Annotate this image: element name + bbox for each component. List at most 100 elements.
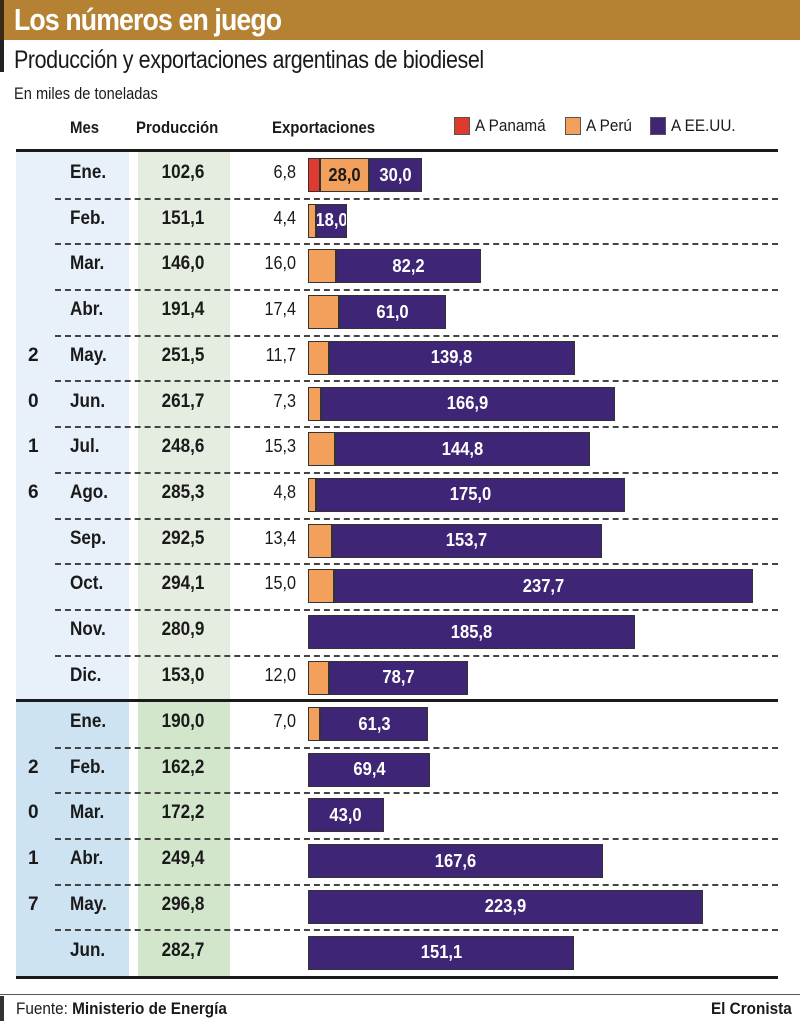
legend-swatch-panama — [454, 117, 470, 135]
exports-panama-peru-value: 4,4 — [273, 207, 296, 228]
bar-segment-usa: 237,7 — [334, 569, 754, 604]
column-header-mes: Mes — [70, 118, 100, 137]
year-digit: 2 — [28, 344, 39, 366]
subtitle-edge — [0, 40, 4, 72]
units-label: En miles de toneladas — [14, 84, 158, 103]
year-digit: 7 — [28, 893, 39, 915]
bar-segment-peru — [308, 523, 332, 558]
source-note: Fuente: Ministerio de Energía — [16, 999, 227, 1019]
production-value: 285,3 — [161, 481, 205, 503]
bar-segment-usa-label: 153,7 — [446, 530, 488, 551]
row-divider — [55, 426, 778, 429]
month-label: Sep. — [70, 527, 107, 549]
year-digit: 6 — [28, 481, 39, 503]
bar-segment-usa: 167,6 — [308, 844, 604, 879]
table-row: Ene. 102,6 6,8 28,0 30,0 — [0, 154, 800, 200]
bar-segment-usa: 139,8 — [328, 340, 575, 375]
exports-panama-peru-value: 6,8 — [273, 162, 296, 182]
table-row: 0 Mar. 172,2 43,0 — [0, 794, 800, 841]
exports-panama-peru-value: 13,4 — [264, 527, 296, 548]
table-row: 6 Ago. 285,3 4,8 175,0 — [0, 474, 800, 520]
year-digit: 0 — [28, 390, 39, 412]
year-separator-rule — [16, 699, 778, 702]
production-value: 280,9 — [161, 619, 205, 640]
legend-swatch-peru — [565, 117, 582, 135]
legend-label-panama: A Panamá — [475, 116, 546, 135]
bar-segment-usa: 185,8 — [308, 615, 636, 649]
table-row: 2 May. 251,5 11,7 139,8 — [0, 337, 800, 383]
title-bar: Los números en juego — [0, 0, 800, 40]
production-value: 172,2 — [161, 802, 205, 824]
footer-edge — [0, 996, 4, 1021]
bar-segment-peru — [308, 295, 339, 330]
production-value: 251,5 — [161, 344, 205, 366]
bar-segment-usa-label: 237,7 — [523, 575, 565, 596]
bar-segment-usa: 175,0 — [316, 477, 625, 512]
row-divider — [55, 471, 778, 474]
bar-segment-usa-label: 144,8 — [441, 438, 484, 459]
bar-segment-usa: 151,1 — [308, 935, 575, 970]
table-row: Dic. 153,0 12,0 78,7 — [0, 657, 800, 703]
row-divider — [55, 838, 778, 841]
bar-segment-usa: 78,7 — [329, 660, 468, 695]
source-label: Fuente: — [16, 999, 68, 1018]
month-label: Nov. — [70, 619, 106, 640]
production-value: 151,1 — [161, 207, 205, 229]
legend-swatch-usa — [649, 117, 666, 135]
month-label: Jul. — [70, 436, 100, 458]
bar-segment-usa-label: 18,0 — [315, 210, 348, 231]
bar-segment-peru — [308, 569, 335, 604]
exports-panama-peru-value: 7,3 — [273, 390, 296, 411]
exports-panama-peru-value: 17,4 — [264, 299, 296, 320]
year-digit: 1 — [28, 436, 39, 458]
table-row: Ene. 190,0 7,0 61,3 — [0, 703, 800, 749]
bar-segment-peru — [308, 660, 330, 695]
row-divider — [55, 334, 778, 337]
production-value: 294,1 — [161, 573, 205, 595]
row-divider — [55, 517, 778, 520]
exports-panama-peru-value: 16,0 — [264, 253, 296, 274]
bar-segment-peru — [308, 432, 335, 467]
legend: A Panamá A Perú A EE.UU. — [454, 116, 754, 136]
bar-segment-usa-label: 61,0 — [376, 301, 409, 322]
bar-segment-usa: 61,3 — [320, 707, 429, 741]
month-label: Abr. — [70, 299, 104, 321]
page-title: Los números en juego — [14, 2, 282, 37]
bar-segment-usa-label: 151,1 — [420, 942, 462, 962]
row-divider — [55, 792, 778, 795]
row-divider — [55, 563, 778, 566]
bar-segment-usa-label: 43,0 — [329, 804, 363, 825]
column-header-produccion: Producción — [136, 118, 219, 137]
month-label: Feb. — [70, 207, 106, 229]
production-value: 292,5 — [161, 527, 205, 549]
month-label: Ago. — [70, 481, 108, 503]
footer-rule — [0, 994, 800, 995]
bar-segment-usa: 223,9 — [308, 889, 703, 924]
production-value: 248,6 — [161, 436, 205, 458]
bar-segment-usa-label: 139,8 — [431, 347, 473, 368]
production-value: 146,0 — [161, 253, 205, 275]
production-value: 261,7 — [161, 390, 205, 412]
month-label: Dic. — [70, 664, 102, 686]
month-label: May. — [70, 344, 107, 366]
bar-segment-usa: 61,0 — [338, 295, 447, 330]
month-label: Oct. — [70, 573, 104, 595]
row-divider — [55, 608, 778, 611]
year-2016-mes-column-bg — [16, 152, 129, 699]
month-label: Ene. — [70, 162, 107, 183]
table-row: 1 Jul. 248,6 15,3 144,8 — [0, 428, 800, 474]
bar-segment-usa-label: 185,8 — [450, 621, 493, 642]
table-row: 7 May. 296,8 223,9 — [0, 886, 800, 932]
production-value: 153,0 — [161, 664, 205, 686]
column-header-exportaciones: Exportaciones — [272, 118, 376, 137]
year-digit: 2 — [28, 756, 39, 778]
bar-segment-usa: 144,8 — [334, 432, 591, 467]
row-divider — [55, 380, 778, 383]
bar-segment-usa-label: 69,4 — [353, 759, 386, 780]
exports-panama-peru-value: 11,7 — [265, 344, 296, 365]
bar-segment-peru — [308, 386, 321, 421]
row-divider — [55, 929, 778, 932]
bar-segment-usa-label: 82,2 — [392, 255, 425, 276]
production-value: 102,6 — [161, 162, 205, 183]
year-digit: 1 — [28, 848, 39, 870]
